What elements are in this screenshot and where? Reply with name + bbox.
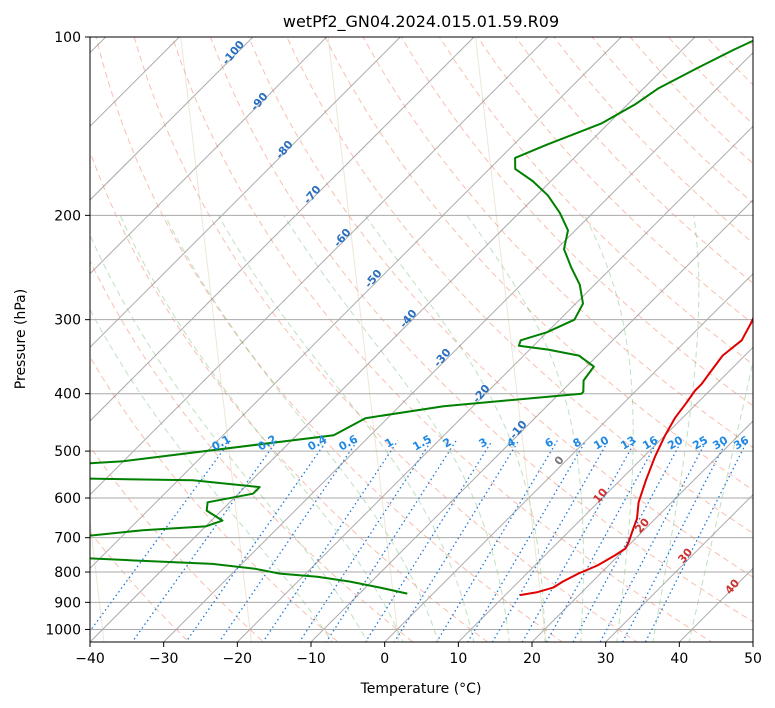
isotherm bbox=[90, 37, 475, 422]
mixing-ratio-line bbox=[545, 440, 659, 642]
dry-adiabat bbox=[324, 37, 753, 491]
isotherm bbox=[604, 493, 753, 642]
mixing-ratio-line bbox=[364, 440, 493, 642]
y-tick-label: 700 bbox=[54, 531, 81, 547]
mixing-ratio-line bbox=[131, 440, 278, 642]
moist-adiabat bbox=[283, 215, 510, 642]
y-tick-label: 500 bbox=[54, 444, 81, 460]
x-tick-label: 30 bbox=[597, 651, 615, 667]
mixing-ratio-line bbox=[491, 440, 609, 642]
isotherm bbox=[90, 37, 402, 349]
dry-adiabat bbox=[438, 37, 753, 366]
x-tick-label: −20 bbox=[223, 651, 253, 667]
x-tick-label: −40 bbox=[75, 651, 105, 667]
y-axis: 100 200 300 400 500 600 700 800 900 1000 bbox=[45, 30, 90, 638]
chart-title: wetPf2_GN04.2024.015.01.59.R09 bbox=[283, 12, 559, 32]
x-tick-label: 40 bbox=[670, 651, 688, 667]
y-axis-label: Pressure (hPa) bbox=[13, 289, 29, 389]
y-tick-label: 300 bbox=[54, 313, 81, 329]
isotherm bbox=[383, 272, 753, 642]
plot-background-lines bbox=[90, 37, 753, 642]
y-tick-label: 400 bbox=[54, 387, 81, 403]
plot-frame bbox=[89, 36, 754, 643]
x-tick-label: 10 bbox=[449, 651, 467, 667]
x-tick-label: 0 bbox=[380, 651, 389, 667]
y-tick-label: 600 bbox=[54, 491, 81, 507]
x-tick-label: −30 bbox=[149, 651, 179, 667]
y-tick-label: 100 bbox=[54, 30, 81, 46]
moist-adiabat bbox=[90, 308, 333, 642]
moist-adiabat bbox=[119, 215, 404, 642]
data-layer bbox=[90, 39, 753, 597]
moist-adiabat bbox=[164, 215, 440, 642]
mixing-ratio-line bbox=[90, 440, 231, 633]
moist-adiabat bbox=[90, 233, 369, 642]
isotherm bbox=[90, 37, 328, 275]
series-line-1 bbox=[90, 39, 753, 595]
isotherm bbox=[310, 199, 753, 642]
mixing-ratio-line bbox=[435, 440, 558, 642]
y-tick-label: 800 bbox=[54, 565, 81, 581]
mixing-ratio-line bbox=[298, 440, 433, 642]
mixing-ratio-line bbox=[644, 440, 748, 642]
isotherm bbox=[90, 37, 623, 570]
x-tick-label: 20 bbox=[523, 651, 541, 667]
x-tick-label: 50 bbox=[744, 651, 762, 667]
x-axis-label: Temperature (°C) bbox=[360, 681, 482, 697]
moist-adiabat bbox=[217, 215, 475, 642]
isotherm bbox=[236, 125, 753, 642]
y-tick-label: 200 bbox=[54, 208, 81, 224]
isotherm bbox=[90, 37, 549, 496]
dry-adiabat bbox=[400, 37, 753, 407]
y-tick-label: 1000 bbox=[45, 622, 81, 638]
x-axis: −40 −30 −20 −10 0 10 20 30 40 50 bbox=[75, 642, 762, 667]
isotherm bbox=[90, 37, 254, 201]
mixing-ratio-line bbox=[185, 440, 328, 642]
isotherm bbox=[162, 51, 753, 642]
isotherm bbox=[457, 346, 753, 642]
moist-adiabat bbox=[583, 215, 634, 642]
reference-curve bbox=[327, 37, 400, 642]
x-tick-label: −10 bbox=[296, 651, 326, 667]
moist-adiabat bbox=[466, 215, 584, 642]
y-tick-label: 900 bbox=[54, 595, 81, 611]
reference-curve bbox=[475, 37, 547, 642]
dry-adiabat bbox=[362, 37, 753, 449]
mixing-ratio-line bbox=[466, 440, 587, 642]
isotherm bbox=[90, 37, 696, 642]
mixing-ratio-line bbox=[521, 440, 637, 642]
mixing-ratio-line bbox=[393, 440, 520, 642]
series-line-0 bbox=[519, 316, 753, 597]
reference-curve bbox=[90, 517, 105, 642]
mixing-ratio-line bbox=[325, 440, 457, 642]
